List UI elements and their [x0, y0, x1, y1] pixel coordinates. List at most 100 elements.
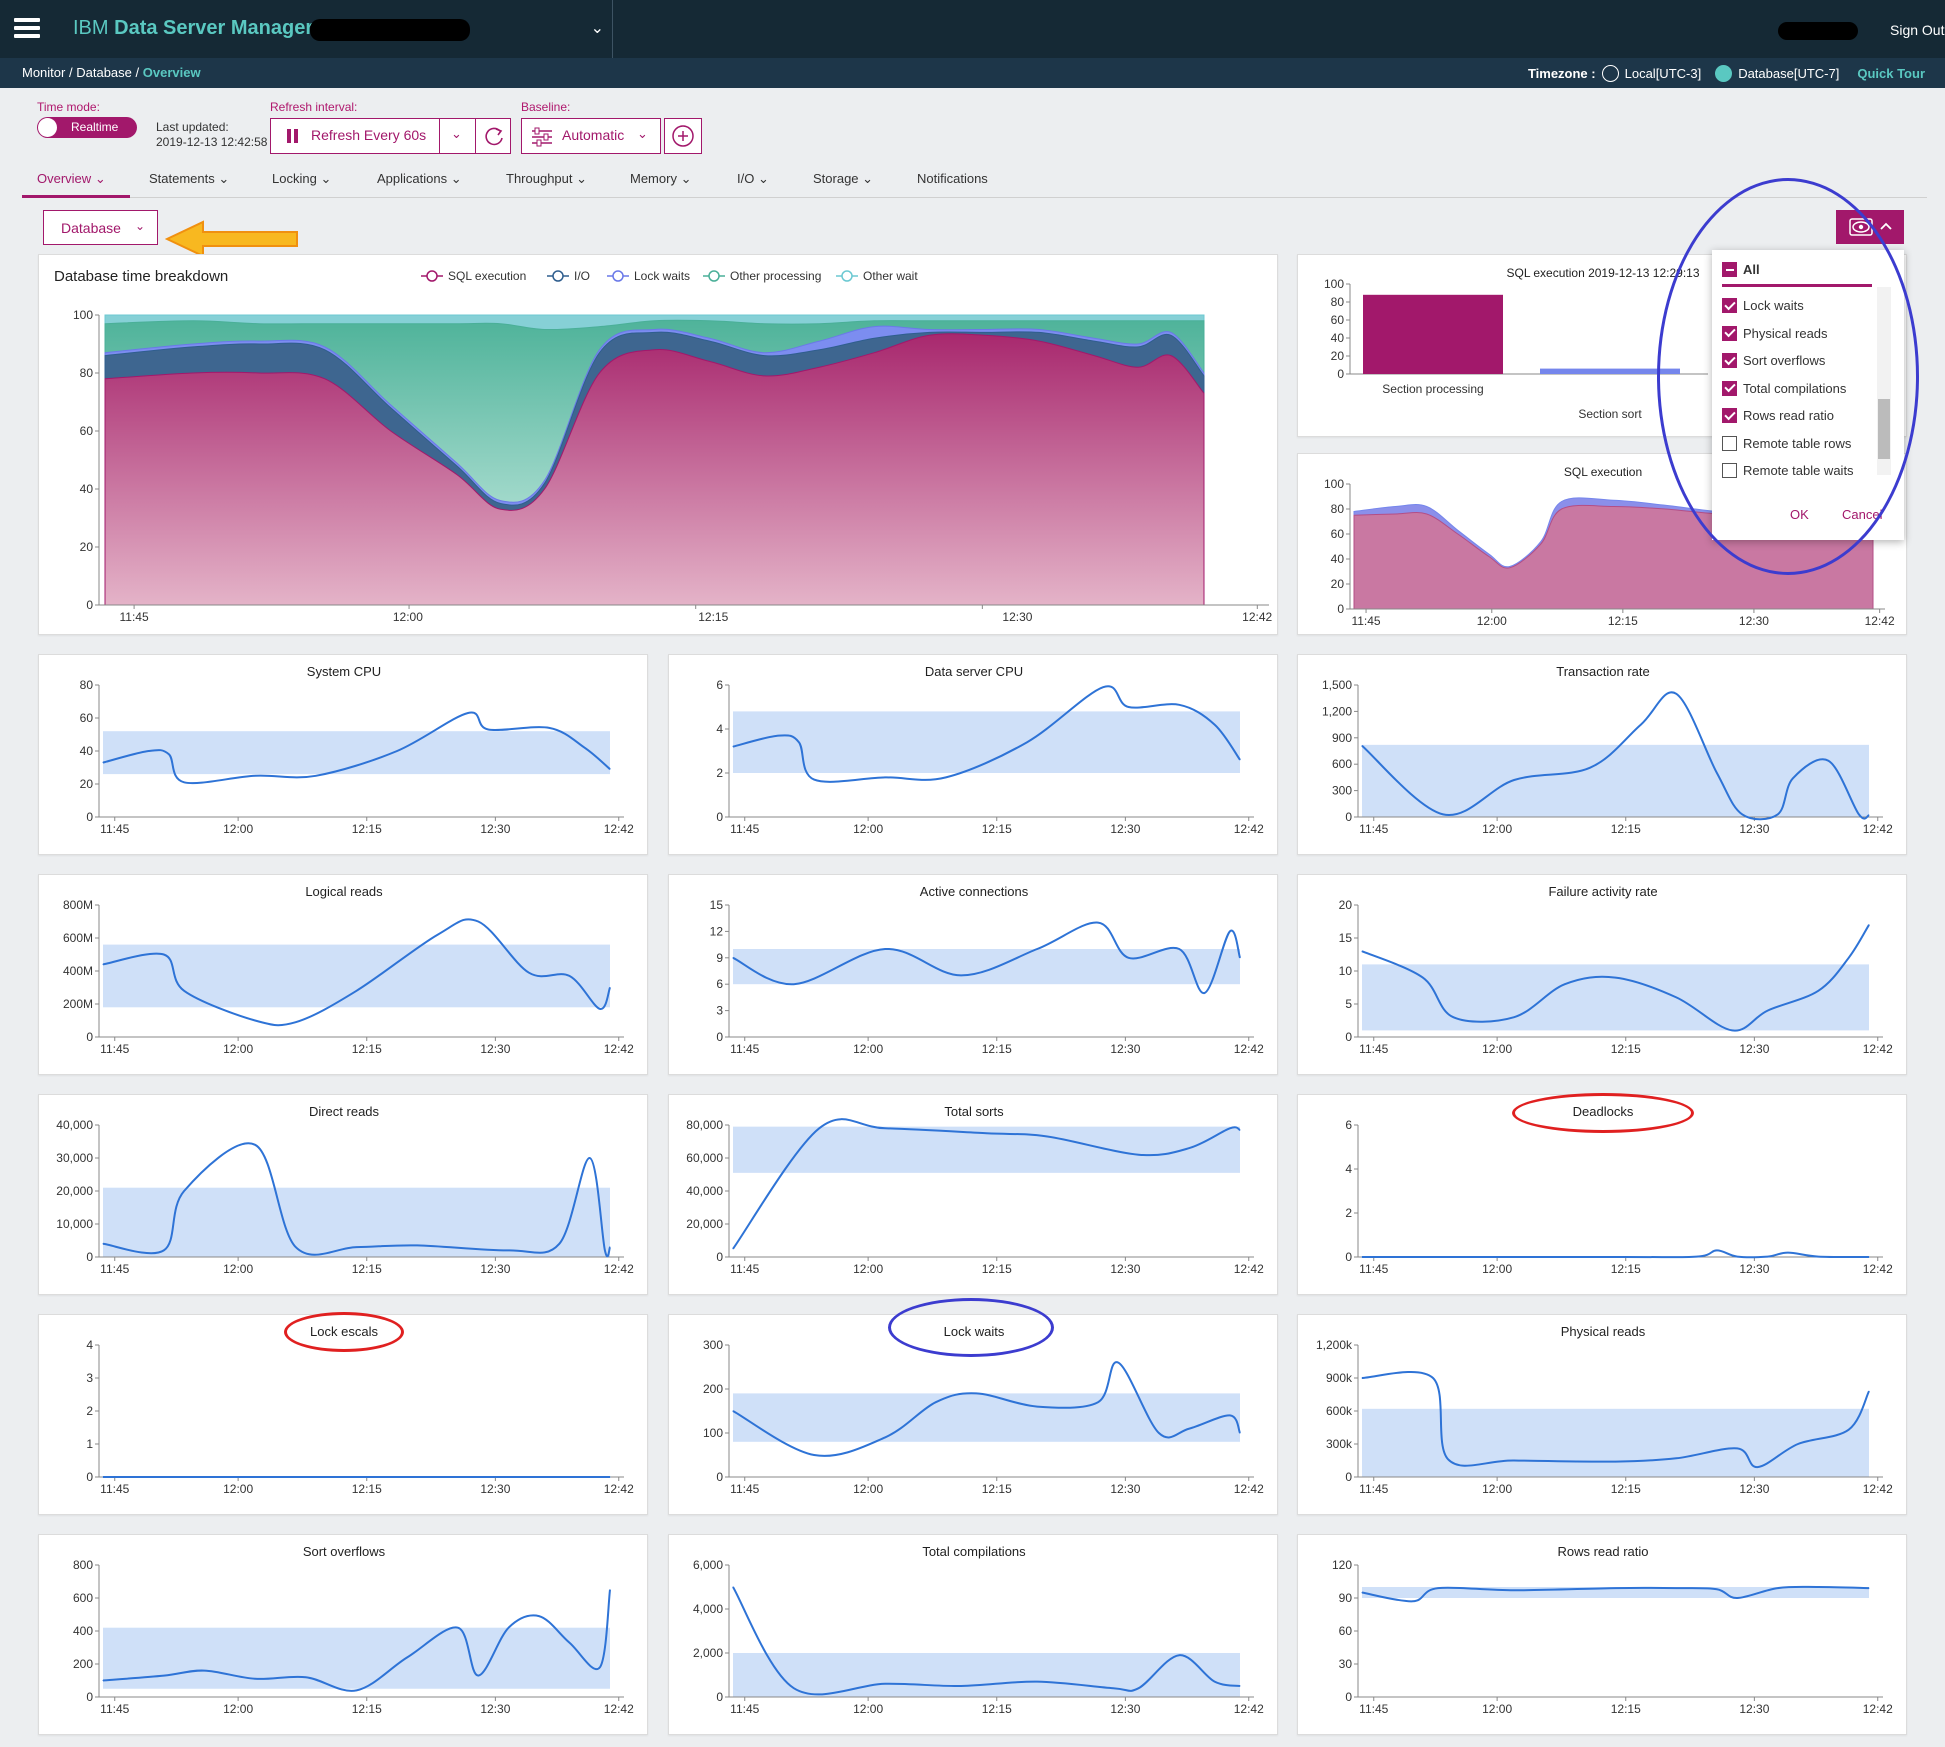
legend-label: Other wait — [863, 269, 918, 283]
tab-throughput[interactable]: Throughput ⌄ — [506, 171, 587, 187]
refresh-interval-button[interactable]: Refresh Every 60s — [270, 118, 440, 154]
breadcrumb-database[interactable]: Database — [76, 65, 132, 80]
y-tick-label: 600k — [1326, 1404, 1353, 1418]
chart-panel-direct-reads: Direct reads 0 10,000 20,000 30,000 40,000 11:… — [38, 1094, 648, 1295]
data-point — [1127, 957, 1129, 959]
local-timezone-radio[interactable] — [1601, 65, 1619, 82]
chart-option-total-compilations[interactable]: Total compilations — [1722, 380, 1846, 396]
data-point — [102, 762, 104, 764]
select-all-checkbox[interactable]: All — [1722, 262, 1760, 277]
data-point — [813, 779, 815, 781]
x-tick-label: 12:42 — [1234, 1042, 1264, 1056]
add-baseline-button[interactable] — [664, 118, 702, 154]
database-selector[interactable]: ⌄ — [310, 16, 610, 42]
tab-label: Memory — [630, 171, 677, 186]
x-tick-label: 12:00 — [223, 1262, 253, 1276]
data-point — [528, 972, 530, 974]
x-tick-label: 11:45 — [730, 1042, 759, 1056]
data-point — [732, 1410, 734, 1412]
data-point — [1640, 724, 1642, 726]
category-label: Section sort — [1578, 407, 1642, 421]
refresh-interval-dropdown[interactable]: ⌄ — [439, 118, 476, 154]
y-tick-label: 20,000 — [56, 1184, 93, 1198]
y-tick-label: 2 — [86, 1404, 93, 1418]
chart-title: Rows read ratio — [1557, 1544, 1648, 1559]
x-tick-label: 11:45 — [100, 1042, 129, 1056]
data-point — [986, 1132, 987, 1134]
scrollbar[interactable] — [1877, 287, 1891, 475]
tab-notifications[interactable]: Notifications — [917, 171, 988, 186]
cancel-button[interactable]: Cancel — [1842, 507, 1883, 522]
data-point — [1868, 814, 1870, 816]
x-tick-label: 12:15 — [1611, 1042, 1641, 1056]
scope-dropdown[interactable]: Database ⌄ — [43, 210, 158, 245]
y-tick-label: 2 — [1345, 1206, 1352, 1220]
x-tick-label: 12:15 — [982, 822, 1012, 836]
data-point — [1513, 1460, 1515, 1461]
chart-option-sort-overflows[interactable]: Sort overflows — [1722, 353, 1825, 368]
chart-option-remote-table-waits[interactable]: Remote table waits — [1722, 463, 1854, 478]
quick-tour-link[interactable]: Quick Tour — [1857, 66, 1925, 81]
tab-memory[interactable]: Memory ⌄ — [630, 171, 691, 187]
tab-io[interactable]: I/O ⌄ — [737, 171, 769, 187]
chevron-down-icon: ⌄ — [576, 171, 588, 186]
data-point — [1158, 1432, 1160, 1434]
data-point — [1858, 813, 1860, 815]
y-tick-label: 0 — [1345, 810, 1352, 824]
x-tick-label: 12:42 — [1865, 614, 1895, 628]
checkbox[interactable] — [1722, 463, 1737, 478]
tab-label: Statements — [149, 171, 215, 186]
breadcrumb-monitor[interactable]: Monitor — [22, 65, 66, 80]
chevron-down-icon: ⌄ — [680, 171, 692, 186]
chart-option-rows-read-ratio[interactable]: Rows read ratio — [1722, 408, 1834, 423]
data-point — [1361, 1592, 1363, 1593]
tab-statements[interactable]: Statements ⌄ — [149, 171, 229, 187]
y-tick-label: 40 — [80, 482, 94, 496]
tab-applications[interactable]: Applications ⌄ — [377, 171, 462, 187]
data-point — [1097, 1401, 1099, 1403]
data-point — [1615, 1587, 1616, 1589]
x-tick-label: 12:42 — [1234, 822, 1264, 836]
checkbox[interactable] — [1722, 380, 1737, 396]
sign-out-link[interactable]: Sign Out — [1890, 22, 1945, 38]
ok-button[interactable]: OK — [1790, 507, 1809, 522]
y-tick-label: 0 — [1345, 1030, 1352, 1044]
x-tick-label: 12:42 — [1863, 1702, 1893, 1716]
y-tick-label: 0 — [1337, 602, 1344, 616]
tab-label: I/O — [737, 171, 755, 186]
checkbox[interactable] — [1722, 325, 1737, 341]
chart-visibility-popup: All Lock waits Physical reads Sort overflo… — [1712, 250, 1904, 540]
timezone-label: Timezone : — [1527, 66, 1596, 81]
breadcrumb-bar: Monitor / Database / Overview Timezone :… — [0, 58, 1945, 88]
x-tick-label: 11:45 — [100, 1262, 129, 1276]
checkbox[interactable] — [1722, 298, 1737, 313]
refresh-now-button[interactable] — [475, 118, 511, 154]
tab-locking[interactable]: Locking ⌄ — [272, 171, 331, 187]
tab-storage[interactable]: Storage ⌄ — [813, 171, 873, 187]
y-tick-label: 20 — [80, 777, 94, 791]
x-tick-label: 12:30 — [1739, 1482, 1769, 1496]
scrollbar-thumb[interactable] — [1878, 399, 1890, 459]
chart-option-lock-waits[interactable]: Lock waits — [1722, 298, 1804, 313]
tab-overview[interactable]: Overview ⌄ — [37, 171, 106, 187]
baseline-dropdown[interactable]: Automatic ⌄ — [521, 118, 661, 154]
data-point — [1178, 1654, 1180, 1656]
x-tick-label: 12:42 — [604, 1042, 634, 1056]
chart-option-remote-table-rows[interactable]: Remote table rows — [1722, 435, 1851, 451]
x-tick-label: 12:30 — [1739, 1262, 1769, 1276]
chart-option-physical-reads[interactable]: Physical reads — [1722, 325, 1828, 341]
database-timezone-radio[interactable] — [1715, 65, 1733, 82]
visible-charts-button[interactable] — [1836, 210, 1904, 244]
time-mode-toggle[interactable]: Realtime — [37, 117, 137, 138]
checkbox[interactable] — [1722, 408, 1737, 423]
data-point — [305, 1676, 307, 1678]
total-sorts-chart: Total sorts 0 20,000 40,000 60,000 80,000 11:4… — [686, 1104, 1264, 1276]
checkbox[interactable] — [1722, 435, 1737, 451]
chart-panel-breakdown: Database time breakdown 0 20 40 60 80 100 11:45… — [38, 254, 1278, 635]
brand-name: Data Server Manager — [114, 17, 314, 39]
checkbox[interactable] — [1722, 353, 1737, 368]
hamburger-menu-icon[interactable] — [14, 14, 40, 44]
data-point — [1868, 924, 1870, 926]
brand-prefix: IBM — [73, 17, 109, 39]
x-tick-label: 12:15 — [352, 1262, 382, 1276]
